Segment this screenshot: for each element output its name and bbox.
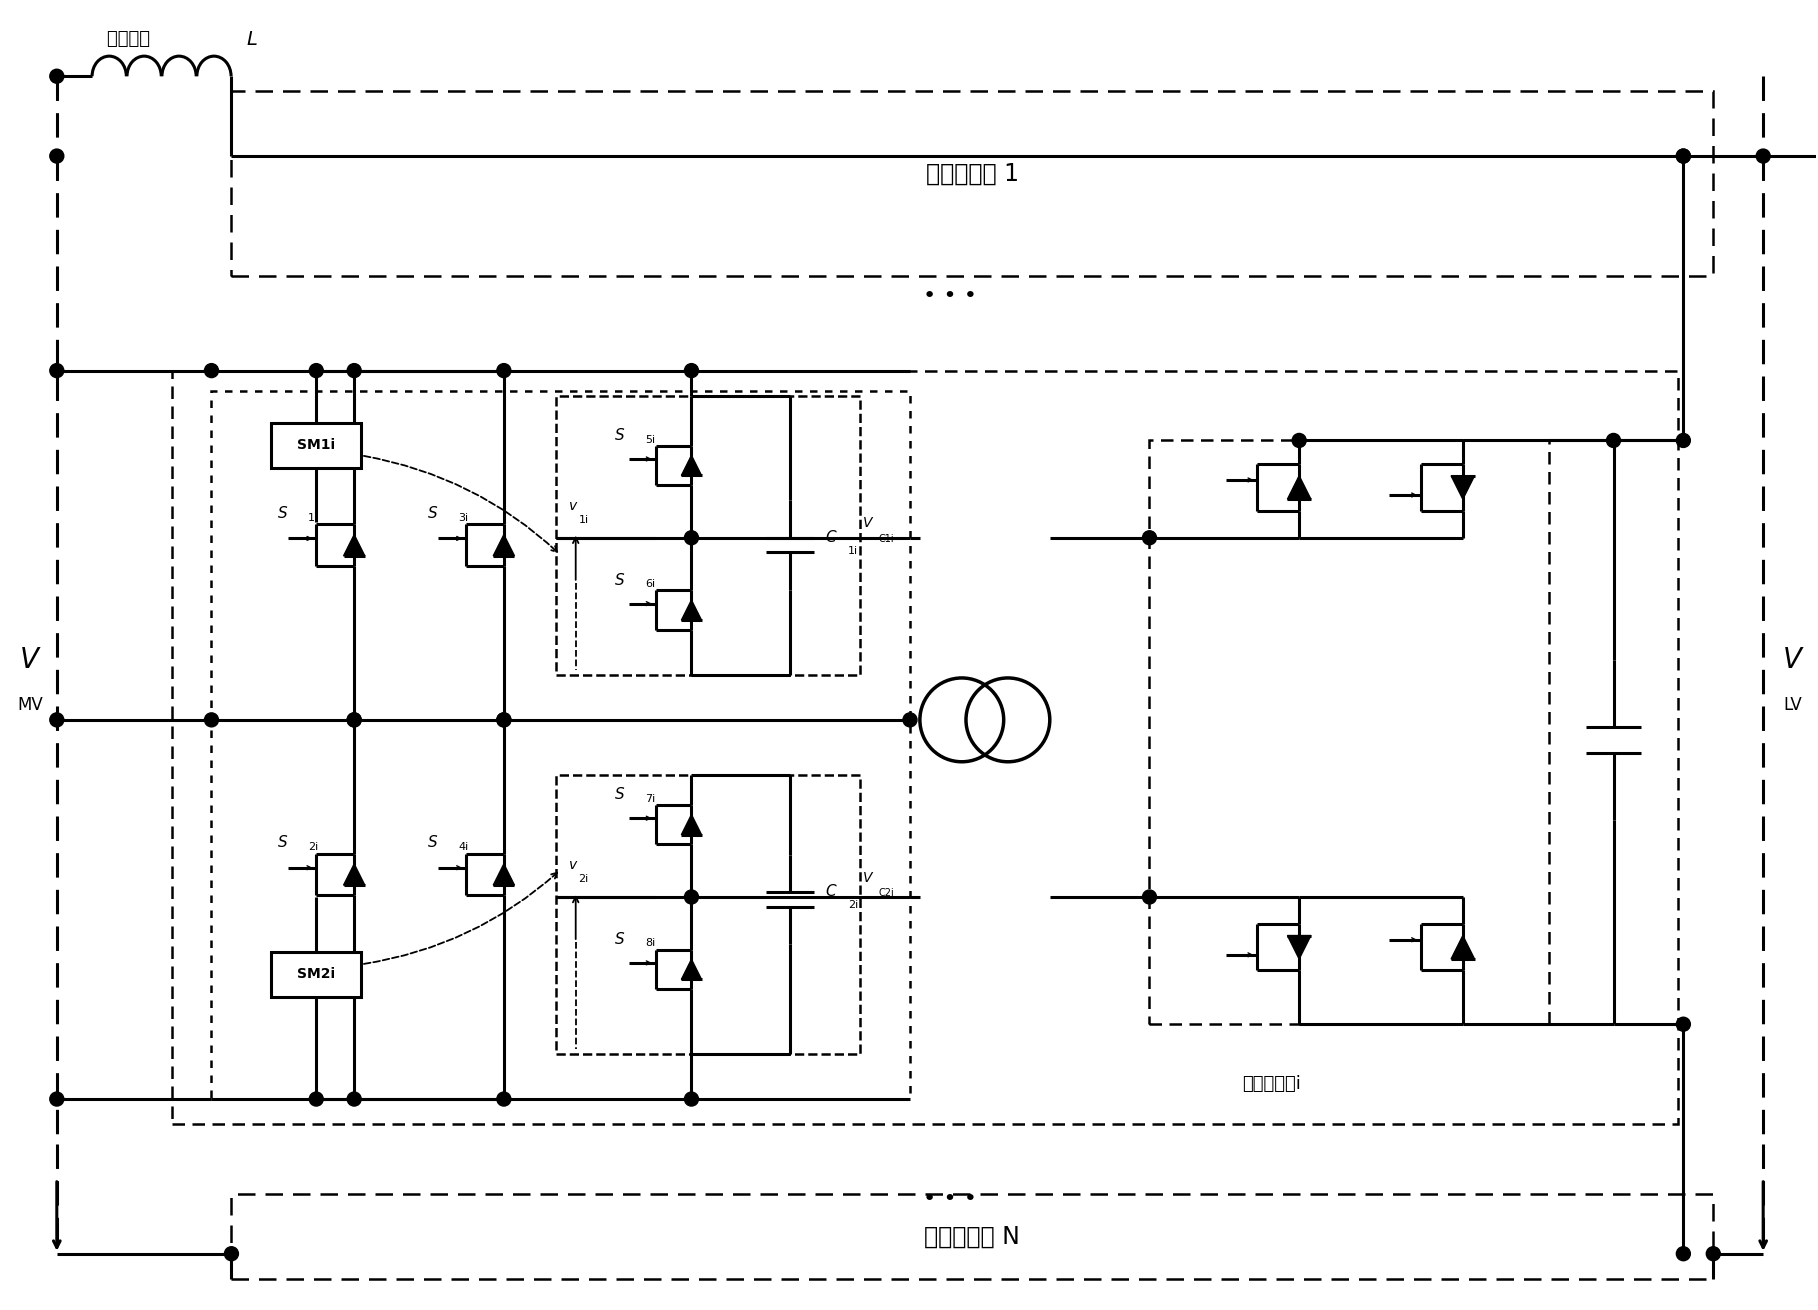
Circle shape [1676,149,1691,162]
Text: • • •: • • • [924,286,976,305]
Circle shape [496,364,511,377]
Bar [271,423,362,468]
Circle shape [685,1093,698,1106]
Circle shape [1676,434,1691,448]
Text: $V$: $V$ [862,516,874,531]
Text: 5i: 5i [645,435,656,444]
Text: $V$: $V$ [862,871,874,884]
Text: 7i: 7i [645,794,656,804]
Text: SM1i: SM1i [296,439,335,452]
Text: $S$: $S$ [276,504,289,521]
Text: L: L [247,30,258,48]
Text: 4i: 4i [458,842,469,853]
Circle shape [1607,434,1620,448]
Polygon shape [682,600,702,620]
Circle shape [347,1093,362,1106]
Text: 1i: 1i [309,514,318,523]
Text: 3i: 3i [458,514,467,523]
Polygon shape [344,534,365,555]
Circle shape [49,149,64,162]
Text: $S$: $S$ [614,571,625,588]
Circle shape [1676,1247,1691,1260]
Bar [271,952,362,997]
Text: 2i: 2i [849,900,858,910]
Circle shape [496,713,511,727]
Circle shape [1756,149,1771,162]
Circle shape [1142,889,1156,904]
Circle shape [685,889,698,904]
Text: 1i: 1i [849,546,858,557]
Text: 2i: 2i [309,842,318,853]
Text: $S$: $S$ [614,931,625,947]
Circle shape [496,1093,511,1106]
Circle shape [685,531,698,545]
Circle shape [347,713,362,727]
Polygon shape [1287,476,1311,499]
Text: $V$: $V$ [18,646,42,673]
Circle shape [1676,149,1691,162]
Circle shape [49,69,64,84]
Text: $S$: $S$ [614,786,625,802]
Circle shape [904,713,916,727]
Text: $S$: $S$ [276,834,289,850]
Polygon shape [682,815,702,834]
Circle shape [204,713,218,727]
Circle shape [309,364,324,377]
Text: $C$: $C$ [825,529,838,545]
Circle shape [1293,434,1305,448]
Circle shape [309,1093,324,1106]
Text: 新型子模块i: 新型子模块i [1242,1076,1302,1093]
Text: $V$: $V$ [1782,646,1805,673]
Text: 调压电感: 调压电感 [107,30,156,48]
Text: C2i: C2i [878,888,894,899]
Polygon shape [493,863,514,886]
Text: $C$: $C$ [825,883,838,900]
Text: SM2i: SM2i [296,967,335,981]
Text: $v$: $v$ [567,858,578,872]
Circle shape [49,713,64,727]
Text: 1i: 1i [578,515,589,525]
Circle shape [347,713,362,727]
Text: LV: LV [1783,696,1802,714]
Text: MV: MV [16,696,44,714]
Polygon shape [682,959,702,980]
Text: 新型子模块 N: 新型子模块 N [924,1225,1020,1248]
Circle shape [685,364,698,377]
Polygon shape [1287,935,1311,959]
Text: 6i: 6i [645,579,656,590]
Polygon shape [493,534,514,555]
Circle shape [49,1093,64,1106]
Circle shape [496,713,511,727]
Polygon shape [344,863,365,886]
Polygon shape [1451,935,1474,959]
Circle shape [1676,1018,1691,1031]
Circle shape [347,364,362,377]
Circle shape [49,364,64,377]
Text: 新型子模块 1: 新型子模块 1 [925,161,1018,186]
Text: C1i: C1i [878,534,894,544]
Text: $S$: $S$ [427,504,438,521]
Text: 2i: 2i [578,874,589,884]
Text: $v$: $v$ [567,499,578,512]
Polygon shape [682,456,702,476]
Circle shape [1142,531,1156,545]
Text: $S$: $S$ [614,427,625,443]
Text: • • •: • • • [924,1189,976,1209]
Circle shape [204,364,218,377]
Circle shape [224,1247,238,1260]
Polygon shape [1451,476,1474,499]
Circle shape [1707,1247,1720,1260]
Text: $S$: $S$ [427,834,438,850]
Text: 8i: 8i [645,938,656,948]
